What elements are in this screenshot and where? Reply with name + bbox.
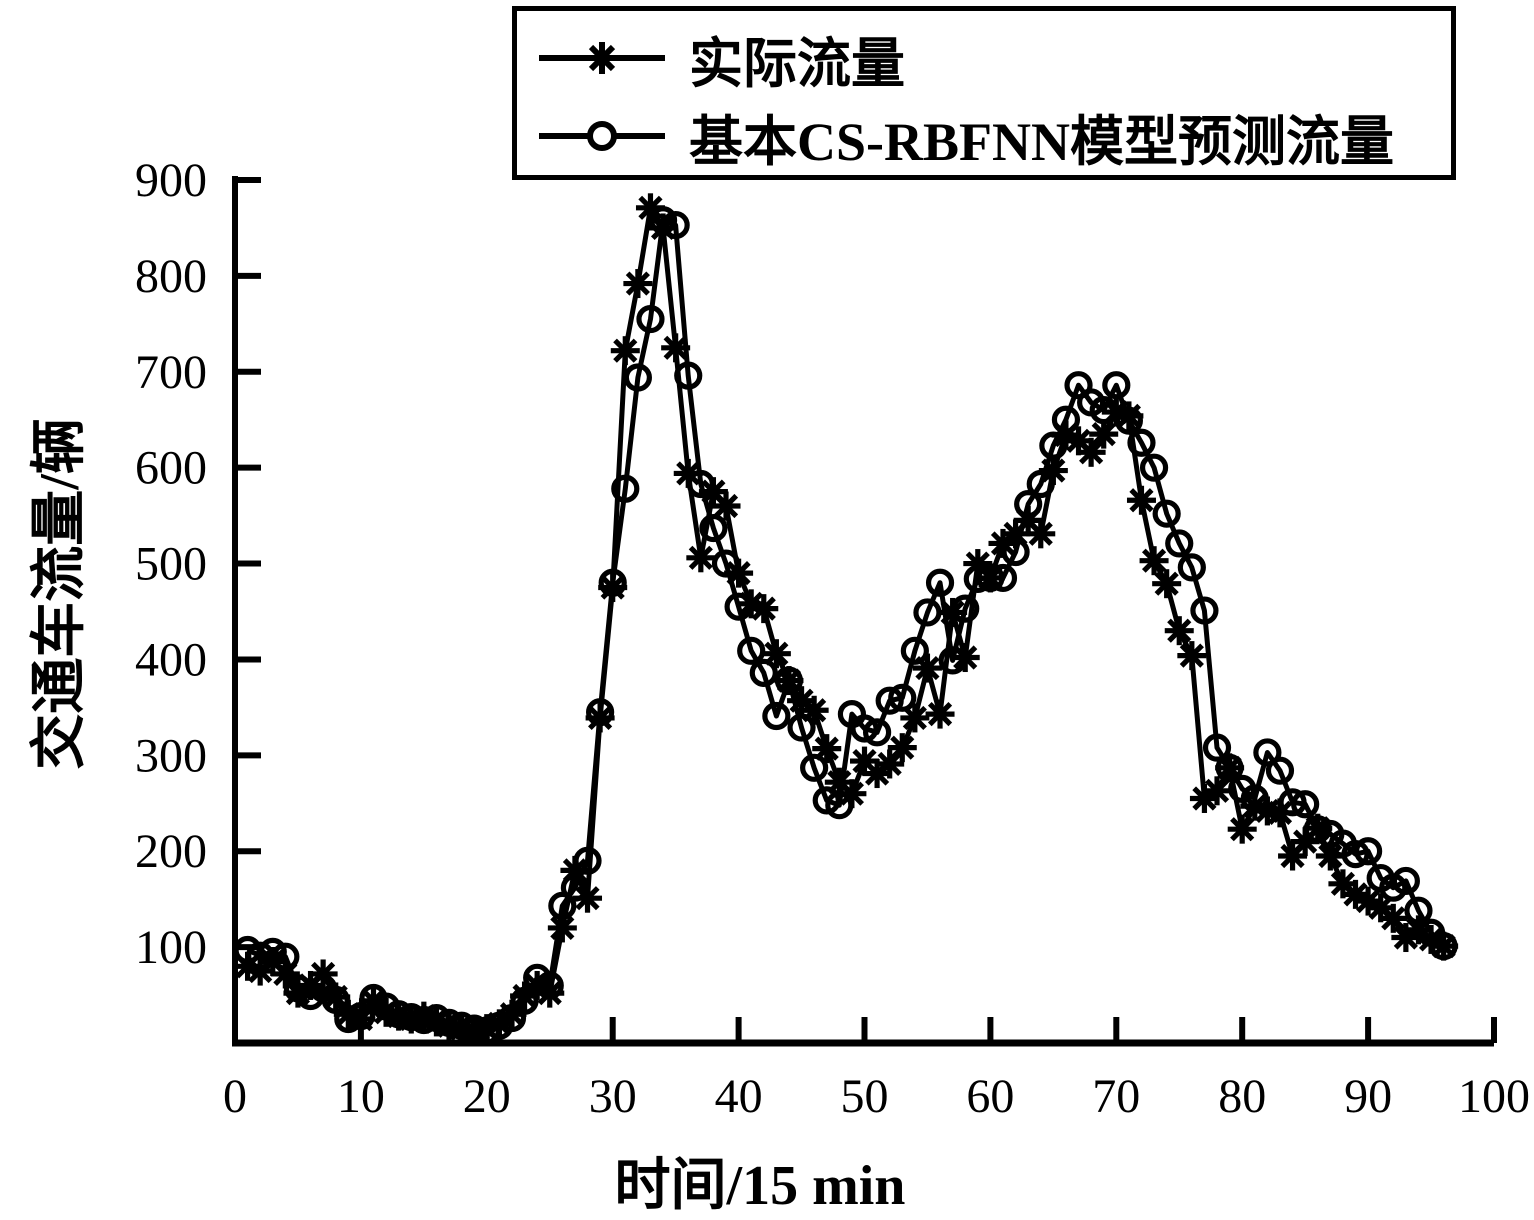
asterisk-marker-swatch — [539, 42, 665, 74]
series-actual — [233, 193, 1459, 1046]
series-line — [246, 217, 1446, 1033]
axes — [232, 176, 1497, 1047]
y-tick-label: 400 — [135, 633, 207, 686]
x-tick-label: 50 — [841, 1070, 889, 1123]
x-tick-label: 30 — [589, 1070, 637, 1123]
legend-label-actual: 实际流量 — [689, 33, 905, 94]
series-line — [246, 205, 1445, 1034]
series-lines — [233, 193, 1459, 1046]
legend: 实际流量 基本CS-RBFNN模型预测流量 — [512, 6, 1456, 180]
y-tick-label: 300 — [135, 729, 207, 782]
x-tick-label: 90 — [1344, 1070, 1392, 1123]
legend-label-predicted: 基本CS-RBFNN模型预测流量 — [689, 111, 1395, 172]
x-tick-label: 40 — [715, 1070, 763, 1123]
x-tick-label: 100 — [1458, 1070, 1530, 1123]
y-tick-label: 800 — [135, 250, 207, 303]
y-axis-title: 交通车流量/辆 — [29, 418, 91, 770]
x-tick-label: 0 — [223, 1070, 247, 1123]
y-tick-label: 500 — [135, 538, 207, 591]
x-tick-label: 20 — [463, 1070, 511, 1123]
legend-item-predicted: 基本CS-RBFNN模型预测流量 — [537, 98, 1451, 174]
y-tick-label: 200 — [135, 825, 207, 878]
x-tick-label: 10 — [337, 1070, 385, 1123]
series-predicted — [233, 206, 1458, 1045]
x-tick-label: 60 — [966, 1070, 1014, 1123]
y-tick-label: 900 — [135, 154, 207, 207]
y-tick-label: 600 — [135, 442, 207, 495]
legend-item-actual: 实际流量 — [537, 20, 1451, 96]
asterisk-markers — [233, 193, 1459, 1046]
x-axis-title: 时间/15 min — [614, 1155, 906, 1217]
y-tick-label: 700 — [135, 346, 207, 399]
circle-markers — [233, 206, 1458, 1045]
x-tick-label: 80 — [1218, 1070, 1266, 1123]
circle-marker-swatch — [539, 121, 665, 151]
y-tick-label: 100 — [135, 921, 207, 974]
tick-labels: 0 10 20 30 40 50 60 70 80 90 100 100 200 300 400 500 600… — [135, 154, 1530, 1123]
x-tick-label: 70 — [1092, 1070, 1140, 1123]
